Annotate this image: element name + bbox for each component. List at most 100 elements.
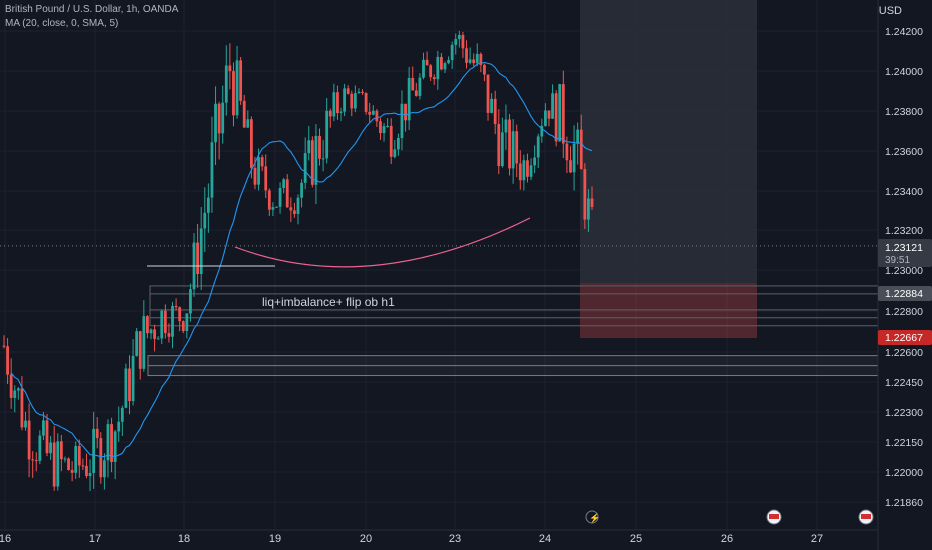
candle-body — [31, 459, 35, 461]
candle-body — [411, 77, 415, 91]
date-tick-label: 26 — [721, 533, 733, 545]
candle-body — [196, 242, 200, 274]
candle-body — [77, 446, 81, 466]
candle-body — [95, 428, 99, 439]
annotation-label: liq+imbalance+ flip ob h1 — [262, 295, 395, 309]
price-zones — [147, 0, 879, 377]
candle-body — [85, 465, 88, 477]
candle-body — [214, 103, 217, 143]
candle-body — [336, 92, 339, 113]
flag-icon-band — [769, 514, 779, 519]
last-price-value: 1.23121 — [885, 242, 923, 254]
candle-body — [124, 368, 128, 408]
candle-body — [20, 388, 24, 428]
candle-body — [42, 420, 45, 436]
lightning-icon — [585, 510, 599, 524]
candle-body — [249, 119, 253, 168]
candle-body — [49, 442, 53, 454]
candle-body — [163, 310, 167, 334]
candle-body — [515, 131, 519, 164]
candle-body — [447, 60, 450, 64]
level-a-value: 1.22884 — [885, 288, 923, 300]
drawings[interactable]: liq+imbalance+ flip ob h1 ⚡ — [0, 217, 878, 525]
price-axis[interactable]: 1.24200 1.24000 1.23800 1.23600 1.23400 1.232… — [877, 0, 932, 550]
candle-body — [472, 59, 476, 64]
indicator-legend[interactable]: MA (20, close, 0, SMA, 5) — [5, 18, 119, 29]
candlesticks — [2, 30, 594, 492]
candle-body — [454, 39, 458, 45]
candle-body — [260, 157, 264, 167]
candle-body — [508, 119, 511, 169]
candle-body — [572, 143, 576, 173]
candle-body — [149, 329, 153, 334]
candle-body — [128, 368, 131, 402]
price-tick-label: 1.22600 — [885, 347, 923, 359]
candle-body — [483, 64, 486, 75]
candle-body — [339, 111, 343, 113]
candle-body — [353, 93, 357, 109]
candle-body — [343, 88, 347, 112]
candle-body — [99, 438, 103, 478]
candle-body — [393, 149, 397, 157]
grey-projection-box — [580, 0, 757, 283]
candle-body — [181, 321, 185, 332]
candle-body — [436, 56, 440, 80]
candle-body — [88, 472, 92, 477]
candle-body — [461, 34, 465, 49]
candle-body — [224, 65, 228, 103]
candle-body — [120, 407, 124, 422]
candle-body — [368, 111, 372, 115]
candle-body — [375, 110, 379, 122]
candle-body — [590, 198, 594, 207]
candle-body — [167, 333, 171, 337]
flag-icon-band — [861, 514, 871, 519]
candle-body — [533, 157, 537, 166]
moving-average-line — [10, 61, 593, 458]
candle-body — [576, 129, 580, 144]
candle-body — [569, 160, 572, 173]
time-axis[interactable]: 16 17 18 19 20 23 24 25 26 27 — [0, 529, 878, 545]
candle-body — [296, 197, 300, 214]
candle-body — [493, 98, 497, 125]
candle-body — [518, 163, 522, 181]
price-tick-label: 1.23800 — [885, 106, 923, 118]
candle-body — [382, 126, 386, 134]
candle-body — [56, 441, 60, 487]
candle-body — [16, 388, 20, 391]
level-b-badge — [878, 330, 932, 345]
candle-body — [432, 77, 436, 80]
candle-body — [565, 143, 569, 161]
candle-body — [526, 160, 529, 177]
candle-body — [92, 428, 96, 473]
candle-body — [135, 331, 139, 356]
candle-body — [490, 98, 494, 113]
candle-body — [346, 88, 350, 94]
date-tick-label: 25 — [630, 533, 642, 545]
candle-body — [303, 153, 307, 183]
candle-body — [497, 124, 501, 167]
candle-body — [74, 446, 78, 473]
date-tick-label: 19 — [269, 533, 281, 545]
candle-body — [479, 53, 483, 65]
candle-body — [52, 442, 56, 487]
date-tick-label: 24 — [539, 533, 551, 545]
candle-body — [386, 125, 390, 127]
candle-body — [63, 458, 67, 460]
candle-body — [371, 110, 375, 115]
candle-body — [540, 125, 544, 137]
candle-body — [332, 92, 336, 117]
date-tick-label: 18 — [178, 533, 190, 545]
candle-body — [300, 182, 303, 198]
candle-body — [110, 424, 113, 462]
candle-body — [257, 157, 260, 185]
candle-body — [228, 65, 232, 72]
candle-body — [379, 121, 382, 134]
candle-body — [529, 165, 533, 177]
date-tick-label: 16 — [0, 533, 11, 545]
symbol-legend[interactable]: British Pound / U.S. Dollar, 1h, OANDA — [5, 4, 179, 15]
price-tick-label: 1.23600 — [885, 146, 923, 158]
candle-body — [321, 158, 325, 160]
candle-body — [171, 305, 174, 337]
price-tick-label: 1.22450 — [885, 377, 923, 389]
